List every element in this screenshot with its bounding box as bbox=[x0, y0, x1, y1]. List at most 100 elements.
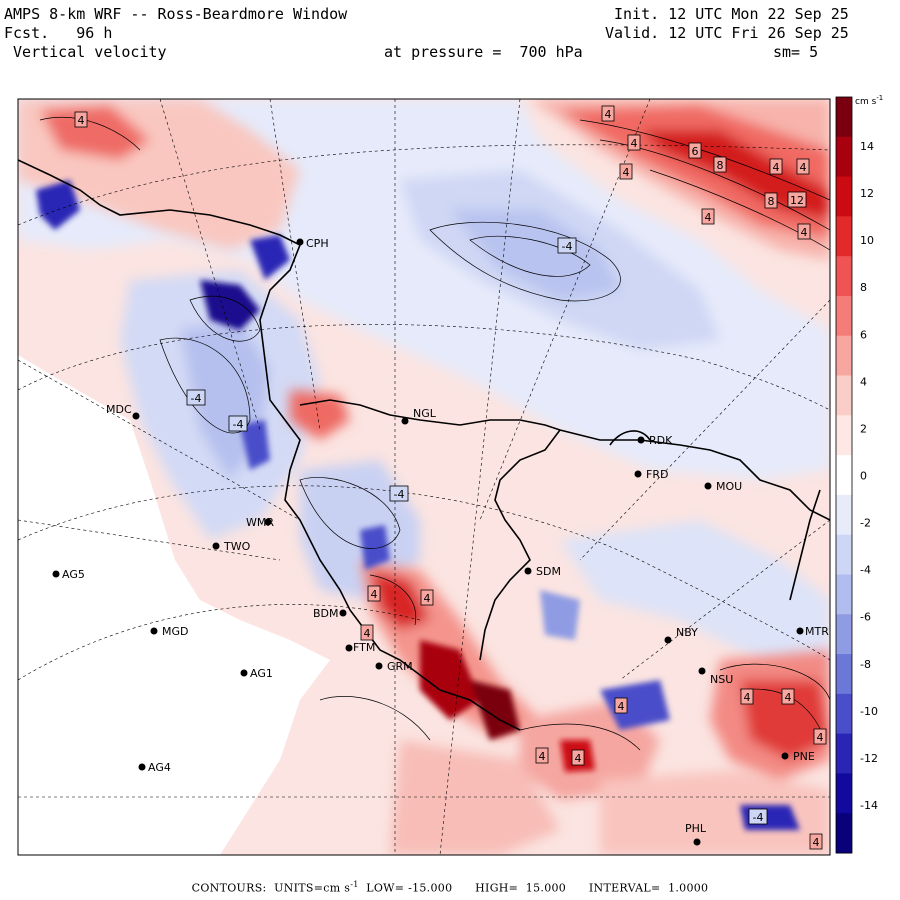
colorbar-segment bbox=[836, 295, 852, 337]
title: AMPS 8-km WRF -- Ross-Beardmore Window bbox=[4, 5, 348, 23]
colorbar-tick-label: -10 bbox=[860, 705, 878, 718]
forecast-hour: Fcst. 96 h bbox=[4, 24, 113, 42]
station-marker-cph bbox=[296, 238, 304, 246]
colorbar-segment bbox=[836, 614, 852, 655]
station-label-pne: PNE bbox=[793, 750, 815, 763]
contour-label: 4 bbox=[785, 691, 792, 704]
contour-label-box bbox=[627, 134, 641, 151]
station-label-grm: GRM bbox=[387, 660, 413, 673]
station-label-cph: CPH bbox=[306, 237, 329, 250]
colorbar-segment bbox=[836, 733, 852, 774]
contour-label: 6 bbox=[692, 145, 699, 158]
station-label-bdm: BDM bbox=[313, 607, 339, 620]
contour-label-box bbox=[764, 192, 778, 209]
station-label-ag1: AG1 bbox=[250, 667, 273, 680]
contour-label-box bbox=[535, 747, 549, 764]
colorbar-tick-label: 8 bbox=[860, 281, 867, 294]
station-marker-mgd bbox=[150, 627, 158, 635]
contour-label-box bbox=[601, 105, 615, 122]
map-panel bbox=[18, 99, 830, 855]
station-marker-two bbox=[212, 542, 220, 550]
pressure-level: at pressure = 700 hPa bbox=[384, 43, 583, 61]
stations: CPH MDC NGL RDK FRD MOU WMR TWO AG5 SDM BDM MGD FTM G… bbox=[52, 237, 829, 846]
colorbar-segment bbox=[836, 813, 852, 854]
contour-label-box bbox=[748, 808, 768, 825]
station-marker-ngl bbox=[401, 417, 409, 425]
contour-label: 4 bbox=[705, 211, 712, 224]
colorbar-segment bbox=[836, 574, 852, 615]
colorbar-tick-label: 2 bbox=[860, 422, 867, 435]
colorbar-tick-label: 0 bbox=[860, 470, 867, 483]
colorbar-segment bbox=[836, 256, 852, 297]
contour-label-box bbox=[74, 111, 88, 128]
colorbar-tick-label: -2 bbox=[860, 517, 871, 530]
colorbar-tick-label: -4 bbox=[860, 564, 871, 577]
station-marker-frd bbox=[634, 470, 642, 478]
contour-label-box bbox=[228, 415, 248, 432]
colorbar-tick-label: -14 bbox=[860, 799, 878, 812]
contour-info: CONTOURS: UNITS=cm s-1 LOW= -15.000 HIGH… bbox=[191, 880, 709, 895]
field-name: Vertical velocity bbox=[4, 43, 167, 61]
colorbar-segment bbox=[836, 534, 852, 575]
colorbar-segment bbox=[836, 375, 852, 416]
station-marker-mou bbox=[704, 482, 712, 490]
contour-label-box bbox=[557, 237, 577, 254]
contour-label: 4 bbox=[78, 114, 85, 127]
colorbar-segment bbox=[836, 136, 852, 178]
station-marker-ag1 bbox=[240, 669, 248, 677]
station-marker-ag4 bbox=[138, 763, 146, 771]
colorbar-frame bbox=[835, 96, 853, 854]
contour-label-box bbox=[769, 158, 783, 175]
station-marker-nby bbox=[664, 636, 672, 644]
contour-label-box bbox=[186, 389, 206, 406]
station-label-mdc: MDC bbox=[106, 403, 132, 416]
contour-label-box bbox=[360, 624, 374, 641]
colorbar-units: cm s-1 bbox=[855, 94, 884, 107]
valid-time: Valid. 12 UTC Fri 26 Sep 25 bbox=[605, 24, 849, 42]
contour-label-box bbox=[787, 191, 807, 208]
contour-labels: 4 4 4 4 6 8 8 4 4 4 12 4 -4 -4 -4 -4 4 4 4 4 4 4 4 4 -4 4 4 bbox=[74, 105, 827, 850]
station-label-phl: PHL bbox=[685, 822, 707, 835]
station-label-ftm: FTM bbox=[353, 641, 375, 654]
contour-label-box bbox=[781, 688, 795, 705]
contour-label: 8 bbox=[717, 159, 724, 172]
station-label-sdm: SDM bbox=[536, 565, 561, 578]
station-label-ag5: AG5 bbox=[62, 568, 85, 581]
station-marker-nsu bbox=[698, 667, 706, 675]
colorbar-segment bbox=[836, 773, 852, 814]
contour-label: 4 bbox=[801, 226, 808, 239]
contour-label-box bbox=[809, 833, 823, 850]
contour-label-box bbox=[688, 142, 702, 159]
smoothing: sm= 5 bbox=[773, 43, 819, 61]
colorbar-segment bbox=[836, 97, 852, 138]
contour-label: 4 bbox=[817, 731, 824, 744]
station-marker-bdm bbox=[339, 609, 347, 617]
contour-lines bbox=[39, 116, 830, 751]
colorbar-segment bbox=[836, 654, 852, 695]
contour-label: 4 bbox=[631, 137, 638, 150]
contour-label: 4 bbox=[539, 750, 546, 763]
contour-label: 4 bbox=[605, 108, 612, 121]
colorbar-segment bbox=[836, 494, 852, 536]
colorbar-segment bbox=[836, 455, 852, 496]
contour-label: -4 bbox=[233, 418, 244, 431]
station-label-nsu: NSU bbox=[710, 673, 733, 686]
station-label-mgd: MGD bbox=[162, 625, 189, 638]
contour-label: 12 bbox=[790, 194, 804, 207]
colorbar-segment bbox=[836, 693, 852, 735]
station-label-ngl: NGL bbox=[413, 407, 437, 420]
station-label-nby: NBY bbox=[676, 626, 698, 639]
station-marker-grm bbox=[375, 662, 383, 670]
colorbar-tick-label: 4 bbox=[860, 375, 867, 388]
station-marker-ftm bbox=[345, 644, 353, 652]
contour-label: -4 bbox=[394, 488, 405, 501]
contour-label-box bbox=[740, 688, 754, 705]
contour-label: 4 bbox=[744, 691, 751, 704]
contour-label-box bbox=[701, 208, 715, 225]
colorbar-segment bbox=[836, 335, 852, 377]
contour-label: 4 bbox=[813, 836, 820, 849]
contour-label-box bbox=[813, 728, 827, 745]
contour-label: -4 bbox=[562, 240, 573, 253]
contour-label: 4 bbox=[424, 592, 431, 605]
contour-label-box bbox=[420, 589, 434, 606]
